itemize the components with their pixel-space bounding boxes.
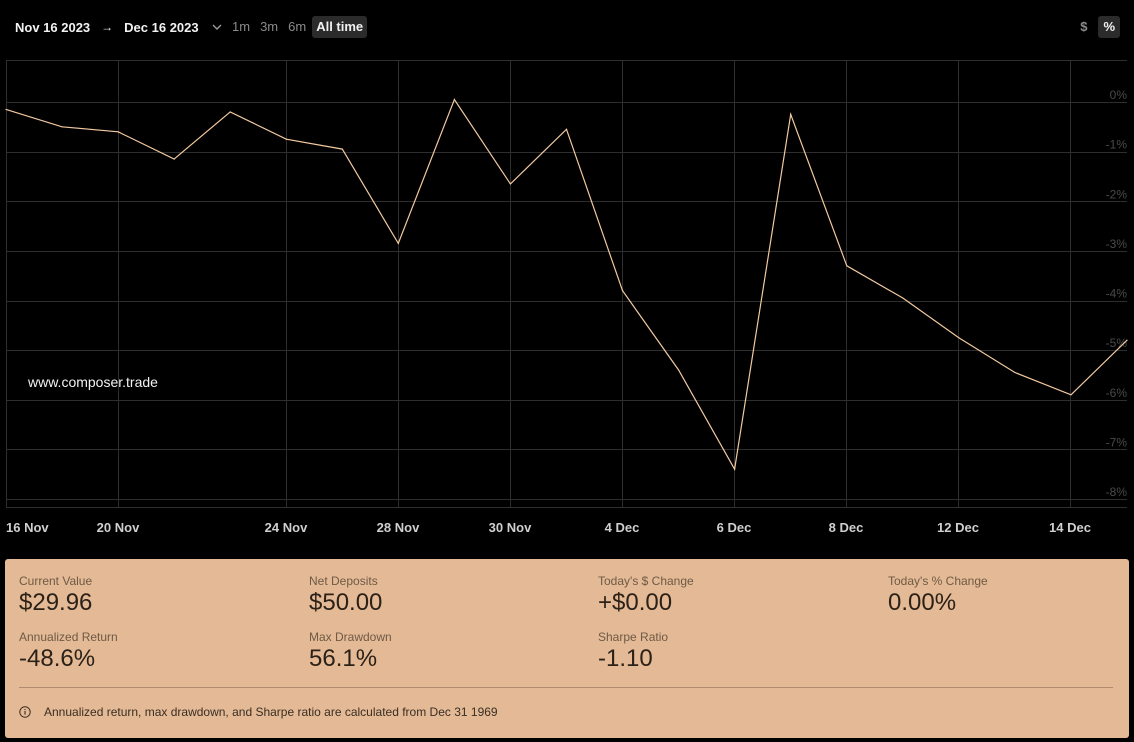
data-point xyxy=(229,111,231,113)
stat-value: 56.1% xyxy=(309,645,378,672)
stat-label: Today's % Change xyxy=(888,574,988,588)
stat-label: Annualized Return xyxy=(19,630,118,644)
stat-label: Today's $ Change xyxy=(598,574,694,588)
data-point xyxy=(902,297,904,299)
stat-label: Max Drawdown xyxy=(309,630,392,644)
y-tick-label: -3% xyxy=(1106,237,1128,251)
data-point xyxy=(285,138,287,140)
data-point xyxy=(117,131,119,133)
y-tick-label: -6% xyxy=(1106,386,1128,400)
y-tick-label: -7% xyxy=(1106,435,1128,449)
period-selector: 1m 3m 6m All time xyxy=(228,16,368,38)
x-tick-label: 20 Nov xyxy=(97,520,140,535)
chart-toolbar: Nov 16 2023 → Dec 16 2023 1m 3m 6m All t… xyxy=(0,0,1134,52)
data-point xyxy=(1126,339,1128,341)
data-point xyxy=(61,126,63,128)
start-date: Nov 16 2023 xyxy=(15,19,91,35)
end-date: Dec 16 2023 xyxy=(124,19,199,35)
stat-max-drawdown: Max Drawdown 56.1% xyxy=(309,630,392,674)
data-point xyxy=(958,337,960,339)
data-point xyxy=(1014,371,1016,374)
stat-label: Current Value xyxy=(19,574,93,588)
stat-label: Sharpe Ratio xyxy=(598,630,669,644)
stat-value: 0.00% xyxy=(888,589,957,616)
x-tick-label: 4 Dec xyxy=(605,520,640,535)
x-tick-label: 30 Nov xyxy=(489,520,532,535)
x-tick-label: 16 Nov xyxy=(6,520,49,535)
data-point xyxy=(678,369,680,371)
x-tick-label: 12 Dec xyxy=(937,520,979,535)
stat-net-deposits: Net Deposits $50.00 xyxy=(309,574,382,618)
unit-toggle: $ % xyxy=(1075,16,1120,38)
stat-annualized-return: Annualized Return -48.6% xyxy=(19,630,118,674)
data-point xyxy=(734,468,736,470)
stat-todays-pct-change: Today's % Change 0.00% xyxy=(888,574,988,618)
data-point xyxy=(5,108,7,111)
performance-chart[interactable]: 0% -1% -2% -3% -4% -5% -6% -7% -8% 16 Nov 20 Nov 24… xyxy=(0,52,1134,552)
data-point xyxy=(621,289,624,292)
stat-value: -48.6% xyxy=(19,645,96,672)
stat-label: Net Deposits xyxy=(309,574,378,588)
stat-value: -1.10 xyxy=(598,645,653,672)
data-point xyxy=(173,158,175,160)
period-all-time-button[interactable]: All time xyxy=(312,16,368,38)
footnote-text: Annualized return, max drawdown, and Sha… xyxy=(44,705,498,719)
data-point xyxy=(509,183,512,185)
info-icon xyxy=(19,706,31,718)
chevron-down-icon[interactable] xyxy=(211,21,223,33)
x-tick-label: 6 Dec xyxy=(717,520,752,535)
percent-unit-button[interactable]: % xyxy=(1098,16,1120,38)
data-point xyxy=(341,148,343,150)
stat-sharpe-ratio: Sharpe Ratio -1.10 xyxy=(598,630,668,674)
watermark: www.composer.trade xyxy=(28,374,158,390)
y-tick-label: -5% xyxy=(1106,336,1128,350)
stats-divider xyxy=(19,687,1113,688)
data-point xyxy=(846,265,848,267)
x-tick-label: 8 Dec xyxy=(829,520,864,535)
x-tick-label: 28 Nov xyxy=(377,520,420,535)
data-point xyxy=(790,113,792,116)
stat-value: $50.00 xyxy=(309,589,383,616)
period-6m-button[interactable]: 6m xyxy=(288,19,307,34)
stat-value: $29.96 xyxy=(19,589,93,616)
x-tick-label: 24 Nov xyxy=(265,520,308,535)
stats-footnote: Annualized return, max drawdown, and Sha… xyxy=(19,705,498,719)
y-tick-label: -4% xyxy=(1106,287,1128,301)
stat-value: +$0.00 xyxy=(598,589,673,616)
performance-chart-svg: 0% -1% -2% -3% -4% -5% -6% -7% -8% 16 Nov 20 Nov 24… xyxy=(5,60,1128,535)
y-tick-label: -2% xyxy=(1106,187,1128,201)
dollar-unit-button[interactable]: $ xyxy=(1080,19,1088,34)
period-3m-button[interactable]: 3m xyxy=(260,19,279,34)
data-point xyxy=(1070,394,1072,396)
arrow-right-icon: → xyxy=(101,20,114,34)
stats-panel: Current Value $29.96 Net Deposits $50.00… xyxy=(5,559,1129,738)
stat-todays-dollar-change: Today's $ Change +$0.00 xyxy=(598,574,694,618)
y-tick-label: -1% xyxy=(1106,138,1128,152)
x-tick-label: 14 Dec xyxy=(1049,520,1091,535)
data-point xyxy=(453,98,455,101)
date-range-picker[interactable]: Nov 16 2023 → Dec 16 2023 xyxy=(15,17,223,37)
y-tick-label: 0% xyxy=(1110,88,1128,102)
stat-current-value: Current Value $29.96 xyxy=(19,574,92,618)
data-point xyxy=(397,242,399,245)
data-point xyxy=(565,128,568,130)
y-tick-label: -8% xyxy=(1106,485,1128,499)
period-1m-button[interactable]: 1m xyxy=(232,19,251,34)
